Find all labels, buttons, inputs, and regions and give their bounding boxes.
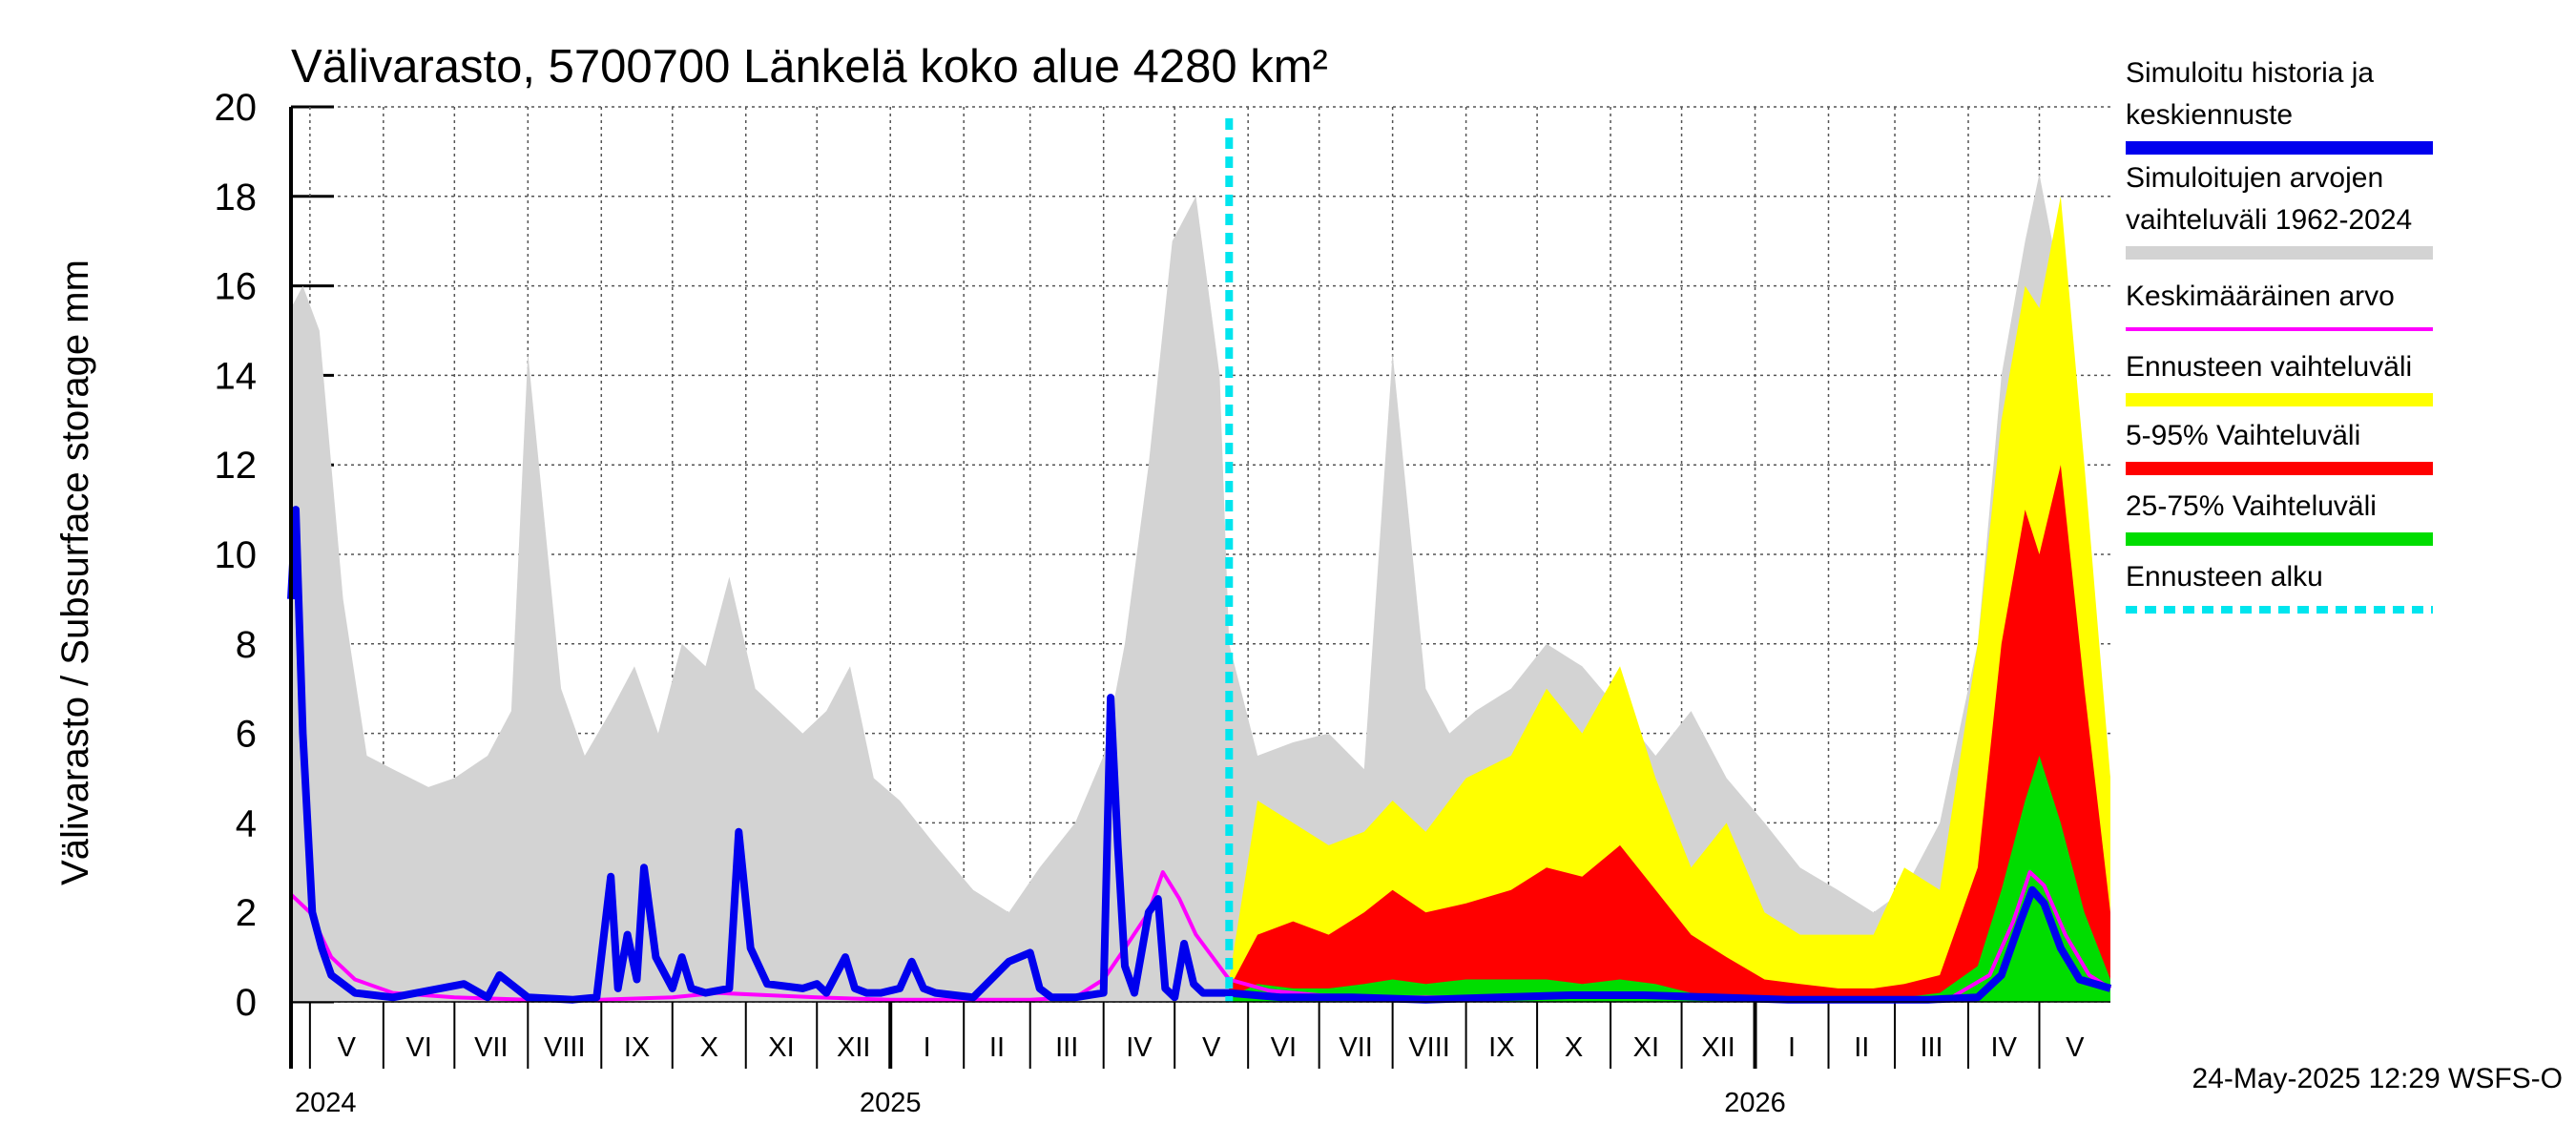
y-tick-label: 10 <box>215 534 258 576</box>
y-tick-label: 6 <box>236 714 257 756</box>
x-year-label: 2025 <box>860 1088 922 1118</box>
x-month-label: IV <box>1126 1032 1153 1063</box>
legend-label: 25-75% Vaihteluväli <box>2126 490 2377 522</box>
legend-label: Ennusteen alku <box>2126 561 2323 593</box>
x-month-label: I <box>924 1032 931 1063</box>
x-month-label: XII <box>837 1032 870 1063</box>
chart-title: Välivarasto, 5700700 Länkelä koko alue 4… <box>291 41 1328 93</box>
x-month-label: X <box>1565 1032 1583 1063</box>
x-month-label: IV <box>1991 1032 2018 1063</box>
x-month-label: VII <box>474 1032 508 1063</box>
x-month-label: II <box>989 1032 1005 1063</box>
footer-timestamp: 24-May-2025 12:29 WSFS-O <box>2192 1063 2564 1094</box>
x-month-label: III <box>1055 1032 1078 1063</box>
x-month-label: III <box>1920 1032 1942 1063</box>
x-month-label: V <box>1202 1032 1221 1063</box>
x-month-label: XI <box>768 1032 794 1063</box>
legend-label: vaihteluväli 1962-2024 <box>2126 204 2412 236</box>
x-month-label: I <box>1788 1032 1796 1063</box>
y-tick-label: 2 <box>236 892 257 934</box>
x-year-label: 2026 <box>1724 1088 1786 1118</box>
x-month-label: IX <box>1488 1032 1514 1063</box>
legend-label: 5-95% Vaihteluväli <box>2126 420 2360 451</box>
x-month-label: V <box>2066 1032 2085 1063</box>
x-month-label: XII <box>1701 1032 1735 1063</box>
x-month-label: VI <box>1271 1032 1297 1063</box>
x-month-label: V <box>338 1032 357 1063</box>
x-year-label: 2024 <box>295 1088 357 1118</box>
y-tick-label: 20 <box>215 87 258 129</box>
legend-label: Simuloitujen arvojen <box>2126 162 2383 194</box>
x-month-label: IX <box>624 1032 650 1063</box>
x-month-label: XI <box>1633 1032 1659 1063</box>
series-line <box>287 506 2112 1004</box>
x-month-label: VI <box>405 1032 431 1063</box>
y-tick-label: 16 <box>215 266 258 308</box>
legend-label: Simuloitu historia ja <box>2126 57 2374 89</box>
y-tick-label: 4 <box>236 802 257 844</box>
legend: Simuloitu historia ja keskiennuste Simuloi… <box>2126 57 2433 614</box>
x-month-label: VIII <box>1408 1032 1450 1063</box>
x-month-label: II <box>1854 1032 1869 1063</box>
legend-label: Ennusteen vaihteluväli <box>2126 351 2412 383</box>
x-month-label: X <box>700 1032 718 1063</box>
series-band <box>1229 756 2110 1002</box>
x-month-label: VIII <box>544 1032 586 1063</box>
y-tick-label: 12 <box>215 445 258 487</box>
y-tick-label: 8 <box>236 624 257 666</box>
x-month-label: VII <box>1339 1032 1372 1063</box>
legend-label: keskiennuste <box>2126 99 2293 131</box>
legend-label: Keskimääräinen arvo <box>2126 281 2395 312</box>
y-tick-label: 0 <box>236 982 257 1024</box>
y-tick-label: 14 <box>215 355 258 397</box>
y-axis-label: Välivarasto / Subsurface storage mm <box>54 260 96 885</box>
y-tick-label: 18 <box>215 177 258 219</box>
series-band <box>1229 196 2110 1003</box>
